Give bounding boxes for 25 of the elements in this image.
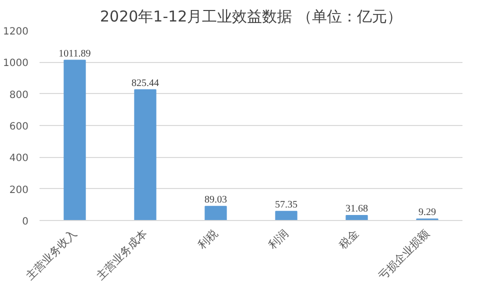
y-tick-label: 1200	[3, 26, 29, 38]
y-tick-label: 800	[9, 90, 29, 101]
data-label: 89.03	[204, 194, 227, 206]
data-label: 57.35	[275, 199, 298, 210]
bar	[275, 210, 298, 220]
x-tick-label: 税金	[336, 226, 362, 252]
x-tick-label: 亏损企业损额	[376, 226, 432, 283]
x-tick-label: 利税	[196, 226, 220, 252]
chart-title: 2020年1-12月工业效益数据 （单位：亿元）	[100, 8, 402, 26]
y-tick-label: 200	[9, 184, 29, 196]
x-tick-label: 利润	[266, 226, 291, 252]
data-label: 31.68	[346, 203, 368, 214]
x-tick-label: 主营业务成本	[94, 226, 150, 283]
x-tick-label: 主营业务收入	[23, 226, 80, 283]
data-label: 1011.89	[58, 48, 91, 60]
y-tick-label: 400	[9, 153, 29, 164]
y-tick-label: 1000	[3, 58, 29, 70]
data-label: 825.44	[132, 78, 159, 89]
y-tick-label: 0	[22, 216, 29, 228]
bar	[204, 206, 227, 220]
bar	[64, 60, 86, 220]
bar	[134, 89, 156, 220]
bar	[346, 214, 368, 220]
y-tick-label: 600	[9, 122, 29, 132]
data-label: 9.29	[418, 207, 436, 218]
